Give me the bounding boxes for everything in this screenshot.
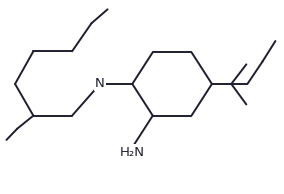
Text: N: N (95, 77, 105, 90)
Text: H₂N: H₂N (120, 146, 145, 158)
